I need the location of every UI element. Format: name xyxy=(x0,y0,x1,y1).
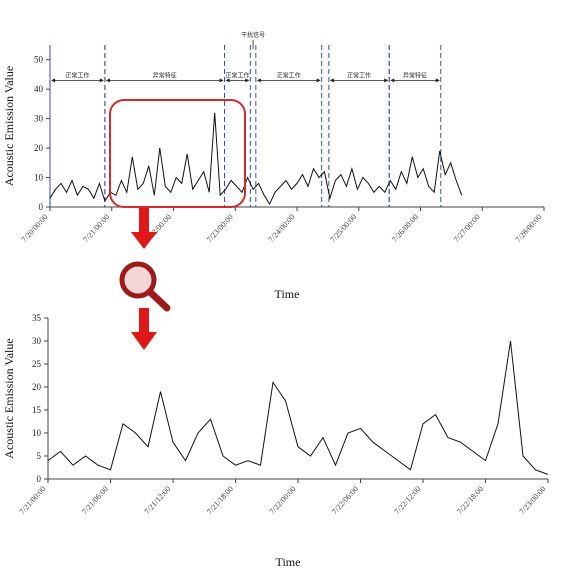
x-tick-label: 7/21/06:00 xyxy=(80,484,110,516)
zoomed-chart: 0 5 10 15 20 25 30 35 7/21/00:00 7/21/06:00 7/21/1… xyxy=(2,313,549,569)
x-tick-label: 7/27/00:00 xyxy=(452,212,482,244)
segment-arrow-right xyxy=(99,78,104,83)
segment-arrow-left xyxy=(256,78,261,83)
segment-label: 正常工作 xyxy=(347,71,371,79)
segment-arrow-right xyxy=(219,78,224,83)
segment-arrow-left xyxy=(390,78,395,83)
segment-label: 正常工作 xyxy=(277,71,301,79)
y-axis-title: Acoustic Emission Value xyxy=(2,66,16,186)
segment-label: 正常工作 xyxy=(225,71,249,79)
x-tick-label: 7/28/00:00 xyxy=(514,212,544,244)
zoom-arrow-lower xyxy=(131,308,157,350)
magnifier-icon xyxy=(119,261,171,312)
y-tick-label: 10 xyxy=(34,173,44,183)
x-tick-label: 7/22/18:00 xyxy=(455,484,485,516)
y-tick-label: 20 xyxy=(34,143,44,153)
y-tick-label: 35 xyxy=(32,313,42,323)
zoom-arrow-upper xyxy=(131,208,157,249)
x-tick-label: 7/22/12:00 xyxy=(393,484,423,516)
y-tick-label: 0 xyxy=(39,202,44,212)
y-tick-label: 30 xyxy=(32,336,42,346)
segment-arrow-left xyxy=(105,78,110,83)
x-tick-label: 7/22/06:00 xyxy=(330,484,360,516)
y-tick-label: 30 xyxy=(34,114,44,124)
y-tick-label: 5 xyxy=(37,451,42,461)
segment-label: 正常工作 xyxy=(65,71,89,79)
x-tick-label: 7/23/00:00 xyxy=(518,484,548,516)
y-tick-label: 40 xyxy=(34,84,44,94)
segment-arrow-left xyxy=(329,78,334,83)
series-line xyxy=(49,112,463,206)
x-tick-label: 7/26/00:00 xyxy=(390,212,420,244)
x-tick-label: 7/21/00:00 xyxy=(18,484,48,516)
y-tick-label: 20 xyxy=(32,382,42,392)
x-tick-label: 7/21/18:00 xyxy=(205,484,235,516)
segment-arrow-right xyxy=(435,78,440,83)
x-tick-label: 7/21/12:00 xyxy=(143,484,173,516)
segment-label: 异常特征 xyxy=(403,71,427,79)
y-tick-label: 10 xyxy=(32,428,42,438)
x-tick-label: 7/23/00:00 xyxy=(205,212,235,244)
segment-arrow-right xyxy=(316,78,321,83)
x-tick-label: 7/21/00:00 xyxy=(81,212,111,244)
highlight-box xyxy=(109,99,246,208)
interference-annotation: 干扰信号 xyxy=(241,31,265,39)
segment-arrow-left xyxy=(51,78,55,83)
x-axis-title: Time xyxy=(275,287,300,301)
y-tick-label: 15 xyxy=(32,405,42,415)
x-axis-title: Time xyxy=(276,555,301,569)
segment-arrow-left xyxy=(225,78,230,83)
segment-arrow-right xyxy=(384,78,389,83)
y-axis-title: Acoustic Emission Value xyxy=(2,338,16,458)
series-line xyxy=(47,340,549,475)
segment-arrow-right xyxy=(245,78,250,83)
y-tick-label: 0 xyxy=(37,474,42,484)
x-tick-label: 7/22/00:00 xyxy=(268,484,298,516)
y-tick-label: 25 xyxy=(32,359,42,369)
x-tick-label: 7/20/00:00 xyxy=(20,212,50,244)
y-tick-label: 50 xyxy=(34,55,44,65)
x-tick-label: 7/24/00:00 xyxy=(267,212,297,244)
segment-label: 异常特征 xyxy=(153,71,177,79)
x-tick-label: 7/25/00:00 xyxy=(328,212,358,244)
